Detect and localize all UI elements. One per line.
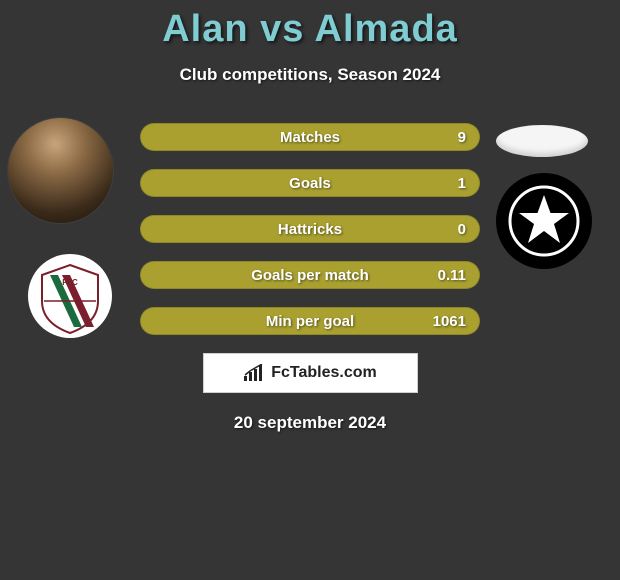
stat-label: Hattricks bbox=[278, 221, 342, 238]
stat-bar: Matches 9 bbox=[140, 123, 480, 151]
stat-label: Min per goal bbox=[266, 313, 354, 330]
stat-label: Matches bbox=[280, 129, 340, 146]
subtitle: Club competitions, Season 2024 bbox=[0, 65, 620, 85]
comparison-panel: FFC Matches 9 Goals 1 Hattricks 0 Goals … bbox=[0, 123, 620, 433]
stat-value: 1061 bbox=[433, 313, 466, 330]
stat-value: 0.11 bbox=[438, 267, 466, 284]
page-title: Alan vs Almada bbox=[0, 0, 620, 51]
player-left-avatar bbox=[8, 118, 113, 223]
club-right-badge bbox=[494, 171, 594, 271]
player-right-avatar bbox=[496, 125, 588, 157]
stat-label: Goals per match bbox=[251, 267, 369, 284]
date-text: 20 september 2024 bbox=[0, 413, 620, 433]
brand-box[interactable]: FcTables.com bbox=[203, 353, 418, 393]
brand-label: FcTables.com bbox=[271, 364, 377, 382]
svg-text:FFC: FFC bbox=[62, 278, 78, 287]
stat-value: 0 bbox=[458, 221, 466, 238]
stat-bar: Goals per match 0.11 bbox=[140, 261, 480, 289]
stat-value: 1 bbox=[458, 175, 466, 192]
club-left-badge: FFC bbox=[20, 253, 120, 343]
stat-bar: Goals 1 bbox=[140, 169, 480, 197]
stat-bar: Min per goal 1061 bbox=[140, 307, 480, 335]
stat-value: 9 bbox=[458, 129, 466, 146]
stat-bar: Hattricks 0 bbox=[140, 215, 480, 243]
stat-label: Goals bbox=[289, 175, 331, 192]
chart-icon bbox=[243, 364, 265, 382]
stat-bars: Matches 9 Goals 1 Hattricks 0 Goals per … bbox=[140, 123, 480, 335]
